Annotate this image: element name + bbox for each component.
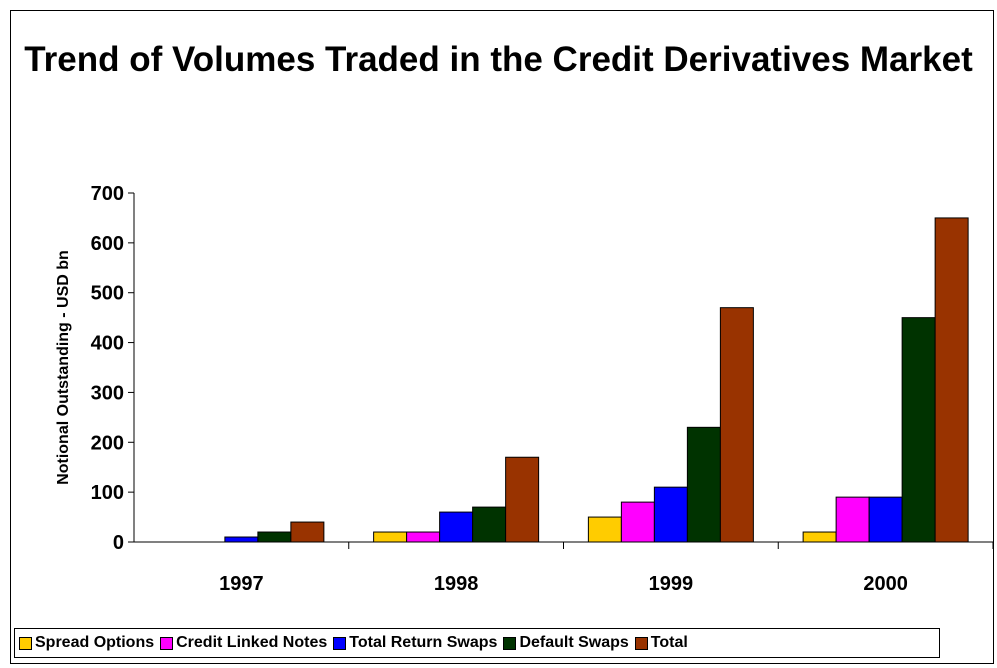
bar-total-2000 (934, 217, 969, 543)
y-tick-label: 600 (91, 233, 124, 255)
y-tick-label: 100 (91, 482, 124, 504)
bar-spread-options-1999 (587, 516, 622, 543)
bar-total-return-swaps-1999 (653, 486, 688, 543)
legend-swatch (503, 636, 517, 650)
bar-credit-linked-notes-1999 (620, 501, 655, 543)
legend-swatch (19, 636, 32, 650)
legend-item: Default Swaps (503, 634, 629, 652)
y-tick-label: 500 (91, 283, 124, 305)
y-tick-label: 300 (91, 382, 124, 404)
x-tick-label: 1998 (434, 573, 479, 595)
x-tick-label: 1997 (219, 573, 264, 595)
y-tick-label: 700 (91, 183, 124, 205)
bar-spread-options-2000 (802, 531, 837, 543)
chart-title: Trend of Volumes Traded in the Credit De… (24, 40, 973, 79)
bar-credit-linked-notes-1998 (406, 531, 441, 543)
y-tick-label: 200 (91, 432, 124, 454)
x-tick-label: 2000 (863, 573, 908, 595)
legend-item: Total Return Swaps (333, 634, 497, 652)
chart-frame (10, 10, 994, 664)
legend-swatch (634, 636, 648, 650)
bar-total-1999 (719, 307, 754, 543)
y-tick-label: 400 (91, 333, 124, 355)
bar-spread-options-1998 (373, 531, 408, 543)
y-tick-label: 0 (113, 532, 124, 554)
legend-label: Total Return Swaps (349, 634, 498, 651)
legend-label: Total (650, 634, 688, 651)
bar-total-return-swaps-1998 (439, 511, 474, 543)
legend-item: Spread Options (19, 634, 154, 652)
bar-default-swaps-1997 (257, 531, 292, 543)
y-axis-label: Notional Outstanding - USD bn (55, 250, 72, 485)
legend-item: Total (634, 634, 688, 652)
bar-total-return-swaps-2000 (868, 496, 903, 543)
bar-default-swaps-1998 (472, 506, 507, 543)
legend-label: Credit Linked Notes (176, 634, 328, 651)
bar-default-swaps-1999 (686, 426, 721, 543)
legend-label: Spread Options (35, 634, 155, 651)
legend-swatch (160, 636, 174, 650)
bar-total-1997 (290, 521, 325, 543)
legend-item: Credit Linked Notes (160, 634, 327, 652)
bar-default-swaps-2000 (901, 317, 936, 543)
bar-credit-linked-notes-2000 (835, 496, 870, 543)
x-tick-label: 1999 (649, 573, 694, 595)
bar-total-1998 (505, 456, 540, 543)
bar-total-return-swaps-1997 (224, 536, 259, 543)
chart-legend: Spread Options Credit Linked Notes Total R… (14, 628, 940, 658)
legend-label: Default Swaps (519, 634, 629, 651)
legend-swatch (333, 636, 347, 650)
